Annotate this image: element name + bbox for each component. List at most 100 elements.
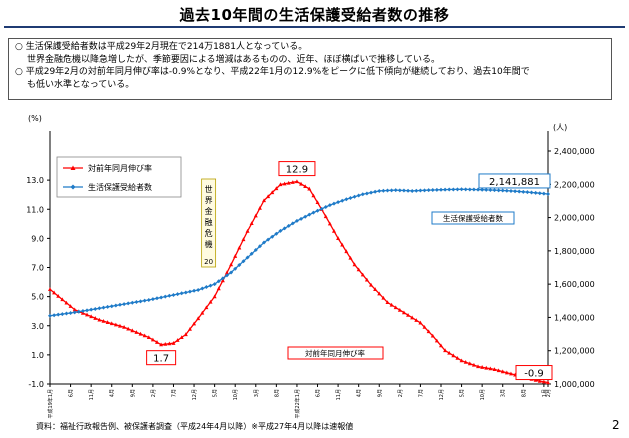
recipients-point <box>508 188 513 193</box>
growth-rate-point <box>414 318 419 322</box>
recipients-point <box>249 251 254 256</box>
x-tick-label: 1月 <box>542 389 548 397</box>
growth-rate-point <box>488 366 493 371</box>
x-tick-label: 12月 <box>192 389 198 400</box>
growth-rate-point <box>492 367 497 372</box>
right-tick-label: 1,200,000 <box>554 347 595 356</box>
recipients-point <box>187 289 192 294</box>
page-number: 2 <box>612 418 620 432</box>
recipients-point <box>356 193 361 198</box>
growth-rate-point <box>85 312 90 317</box>
growth-rate-point <box>109 321 114 326</box>
x-tick-label: 2月 <box>546 389 552 397</box>
recipients-point <box>159 295 164 300</box>
growth-rate-point <box>389 302 394 307</box>
recipients-point <box>537 191 542 196</box>
growth-rate-point <box>117 323 122 328</box>
recipients-point <box>451 187 456 192</box>
growth-rate-point <box>385 300 390 305</box>
growth-rate-point <box>373 287 378 291</box>
recipients-point <box>245 255 250 260</box>
recipients-point <box>315 208 320 213</box>
x-tick-label: 平成22年1月 <box>294 389 301 419</box>
recipients-chart: (%) (人) 13.0 11.0 9.0 7.0 5.0 3.0 1.0 -1.0 2,400,0… <box>26 114 595 419</box>
x-tick-label: 4月 <box>357 389 363 397</box>
growth-rate-point <box>278 182 283 187</box>
data-label-box <box>515 365 553 381</box>
recipients-point <box>455 187 460 192</box>
growth-rate-point <box>447 350 452 355</box>
recipients-point <box>385 188 390 193</box>
recipients-point <box>533 190 538 195</box>
recipients-point <box>434 187 439 192</box>
recipients-point <box>323 204 328 209</box>
recipients-point <box>352 194 357 199</box>
right-axis-unit: (人) <box>553 123 567 132</box>
growth-rate-point <box>150 337 155 342</box>
recipients-point <box>155 296 160 301</box>
financial-crisis-char: 危 <box>205 228 213 238</box>
growth-rate-point <box>504 370 509 375</box>
x-tick-label: 3月 <box>501 389 507 397</box>
right-tick-label: 1,600,000 <box>554 280 595 289</box>
left-tick-label: 13.0 <box>26 176 44 185</box>
x-tick-label: 11月 <box>89 389 95 400</box>
data-label-box <box>278 161 316 177</box>
recipients-point <box>517 189 522 194</box>
growth-rate-point <box>179 335 184 339</box>
growth-rate-point <box>171 341 176 345</box>
recipients-point <box>175 292 180 297</box>
growth-rate-point <box>303 184 308 189</box>
data-label: 12.9 <box>286 165 308 176</box>
recipients-point <box>319 206 324 211</box>
growth-rate-point <box>286 180 291 185</box>
growth-rate-point <box>60 297 65 302</box>
recipients-point <box>150 297 155 302</box>
recipients-point <box>484 187 489 192</box>
growth-rate-point <box>56 293 61 298</box>
growth-rate-point <box>122 325 127 329</box>
right-tick-label: 2,400,000 <box>554 147 595 156</box>
recipients-point <box>257 244 262 249</box>
growth-rate-point <box>480 365 485 369</box>
recipients-point <box>212 282 217 287</box>
right-tick-label: 1,000,000 <box>554 380 595 389</box>
recipients-point <box>192 288 197 293</box>
x-tick-label: 7月 <box>418 389 424 397</box>
right-tick-label: 1,800,000 <box>554 247 595 256</box>
recipients-point <box>237 263 242 268</box>
growth-rate-point <box>64 300 69 305</box>
recipients-point <box>64 311 69 316</box>
recipients-point <box>504 188 509 193</box>
recipients-point <box>336 200 341 205</box>
x-tick-label: 7月 <box>171 389 177 397</box>
recipients-point <box>496 188 501 193</box>
page-title: 過去10年間の生活保護受給者数の推移 <box>179 6 450 24</box>
growth-rate-point <box>138 331 143 336</box>
recipients-point <box>89 307 94 312</box>
recipients-point <box>418 188 423 193</box>
recipients-point <box>76 309 81 314</box>
growth-rate-point <box>299 181 304 186</box>
recipients-point <box>253 248 258 253</box>
recipients-point <box>134 300 139 305</box>
growth-rate-point <box>459 358 464 363</box>
recipients-point <box>167 293 172 298</box>
recipients-point <box>377 188 382 193</box>
growth-rate-point <box>476 364 481 369</box>
growth-rate-point <box>52 290 57 295</box>
recipients-point <box>500 188 505 193</box>
recipients-point <box>401 188 406 193</box>
data-label-box <box>146 350 177 366</box>
growth-rate-point <box>422 325 427 329</box>
x-tick-label: 3月 <box>254 389 260 397</box>
recipients-tag-box <box>431 211 515 225</box>
financial-crisis-char: 融 <box>205 217 213 227</box>
recipients-point <box>299 216 304 221</box>
recipients-point <box>179 291 184 296</box>
growth-rate-point <box>541 379 546 384</box>
growth-rate-point <box>500 369 505 374</box>
growth-rate-point <box>134 330 139 334</box>
left-tick-label: -1.0 <box>28 380 44 389</box>
legend-recipients-marker <box>70 184 76 190</box>
